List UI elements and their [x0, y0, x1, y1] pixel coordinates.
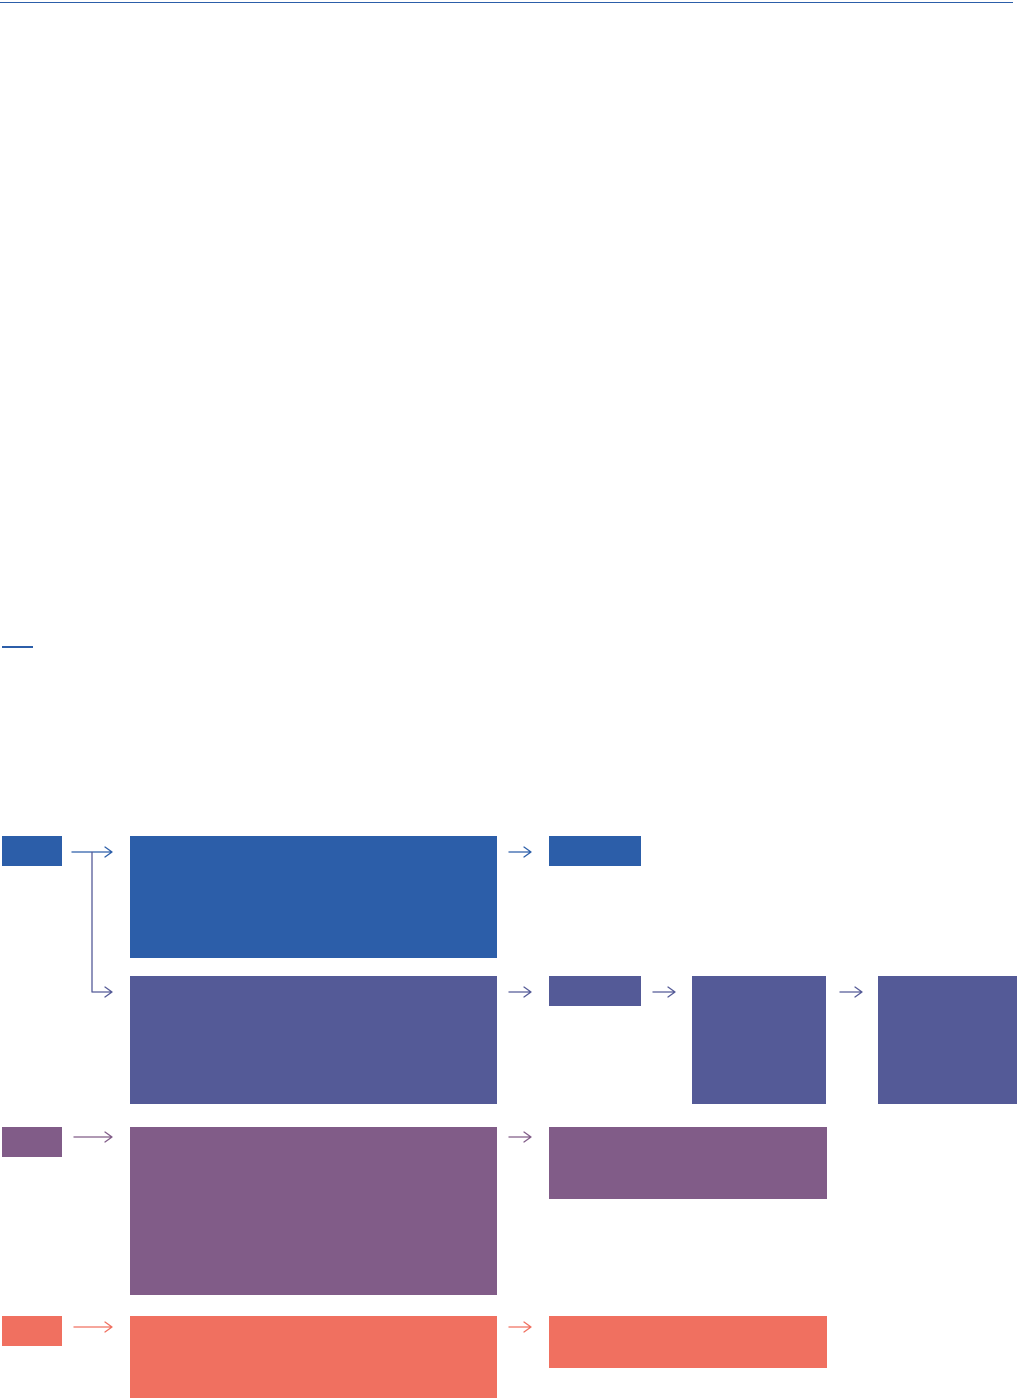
- row-1-main-box: [130, 836, 497, 958]
- row-1-connectors: [71, 846, 532, 858]
- row-3-source-box: [2, 1127, 62, 1157]
- row-2-main-box: [130, 976, 497, 1104]
- row-3-source-arrow: [73, 1131, 113, 1143]
- row-4-output-arrow: [508, 1321, 532, 1333]
- row-2-output-arrow: [508, 986, 532, 998]
- row-2-output-box: [549, 976, 641, 1006]
- row-4-connectors: [73, 1321, 532, 1333]
- row-2-connectors: [91, 851, 863, 998]
- row-4-source-arrow: [73, 1321, 113, 1333]
- row-2-final-box: [878, 976, 1017, 1104]
- row-3-connectors: [73, 1131, 532, 1143]
- section-marker-rule: [2, 646, 33, 648]
- row-1-to-row-2-branch-arrow: [91, 851, 113, 998]
- row-4-output-box: [549, 1316, 827, 1368]
- row-4-source-box: [2, 1316, 62, 1346]
- row-3-output-arrow: [508, 1131, 532, 1143]
- row-3-output-box: [549, 1127, 827, 1199]
- row-2-final-arrow: [839, 986, 863, 998]
- row-1-output-arrow: [508, 846, 532, 858]
- header-rule: [0, 2, 1013, 3]
- row-3-main-box: [130, 1127, 497, 1295]
- row-2-step-arrow: [652, 986, 676, 998]
- row-1-output-box: [549, 836, 641, 866]
- row-1-source-box: [2, 836, 62, 866]
- row-2-step-box: [692, 976, 826, 1104]
- row-4-main-box: [130, 1316, 497, 1398]
